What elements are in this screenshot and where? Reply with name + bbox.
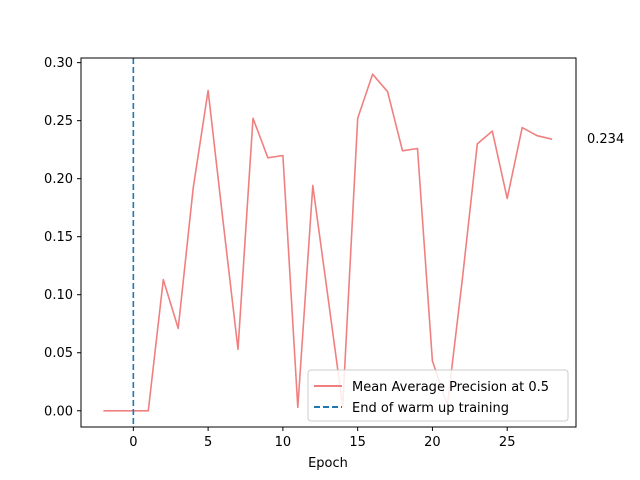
last-value-annotation: 0.234 xyxy=(587,132,624,147)
x-tick-label: 15 xyxy=(349,435,366,450)
x-axis-label: Epoch xyxy=(308,456,348,471)
y-tick-label: 0.30 xyxy=(44,56,73,71)
legend-label-map: Mean Average Precision at 0.5 xyxy=(352,380,549,395)
axes-frame xyxy=(80,57,577,428)
y-tick-label: 0.25 xyxy=(44,114,73,129)
y-tick-label: 0.20 xyxy=(44,172,73,187)
x-tick-label: 10 xyxy=(275,435,292,450)
x-axis-ticks: 0 5 10 15 20 25 xyxy=(129,427,515,450)
y-axis-ticks: 0.00 0.05 0.10 0.15 0.20 0.25 0.30 xyxy=(44,56,81,419)
y-tick-label: 0.10 xyxy=(44,288,73,303)
legend-box xyxy=(307,369,569,422)
legend-label-warmup: End of warm up training xyxy=(352,401,509,416)
x-tick-label: 25 xyxy=(499,435,516,450)
plot-area xyxy=(103,58,553,427)
x-tick-label: 20 xyxy=(424,435,441,450)
y-tick-label: 0.15 xyxy=(44,230,73,245)
y-tick-label: 0.05 xyxy=(44,346,73,361)
series-line-map xyxy=(103,73,553,412)
x-tick-label: 5 xyxy=(204,435,212,450)
legend: Mean Average Precision at 0.5 End of war… xyxy=(307,369,569,422)
y-tick-label: 0.00 xyxy=(44,404,73,419)
x-tick-label: 0 xyxy=(129,435,137,450)
